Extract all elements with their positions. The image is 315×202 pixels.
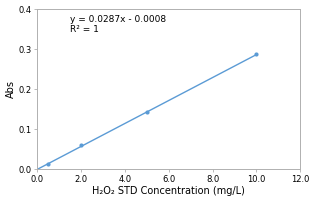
X-axis label: H₂O₂ STD Concentration (mg/L): H₂O₂ STD Concentration (mg/L) <box>92 186 245 196</box>
Text: y = 0.0287x - 0.0008
R² = 1: y = 0.0287x - 0.0008 R² = 1 <box>70 15 166 35</box>
Y-axis label: Abs: Abs <box>6 80 15 98</box>
